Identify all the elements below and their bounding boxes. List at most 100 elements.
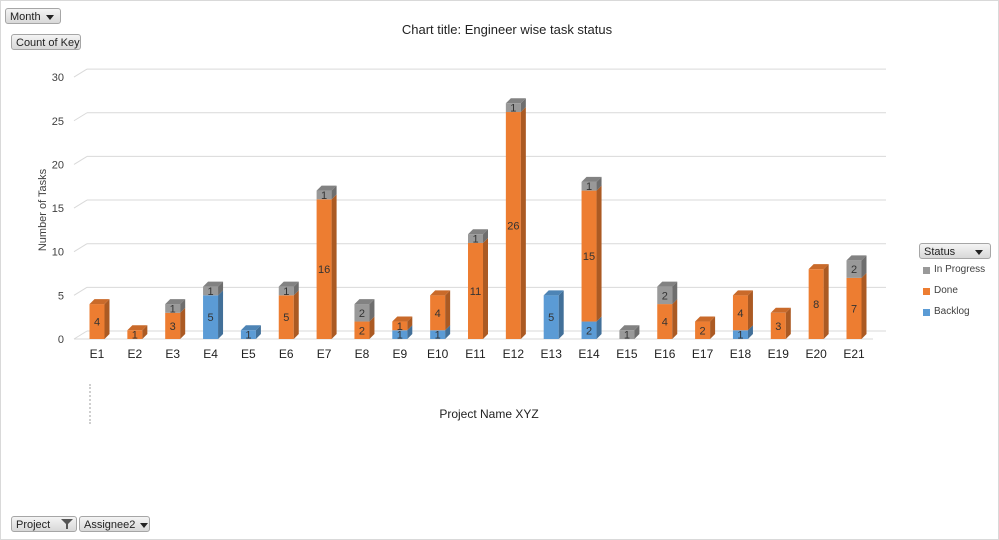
bar-segment	[543, 295, 559, 339]
bar-stack-E20: 8	[808, 264, 829, 339]
bar-stack-E17: 2	[695, 316, 716, 339]
project-filter-button[interactable]: Project	[11, 516, 77, 532]
legend-item-in-progress: In Progress	[919, 264, 991, 285]
bar-side	[180, 307, 186, 339]
y-tick-label: 10	[52, 247, 64, 259]
data-label: 8	[813, 299, 819, 311]
month-filter-button[interactable]: Month	[5, 8, 61, 24]
chart-title: Chart title: Engineer wise task status	[402, 22, 613, 37]
bar-side	[558, 290, 564, 339]
bar-top	[770, 307, 791, 313]
bar-side	[747, 290, 753, 331]
legend-swatch	[923, 288, 930, 295]
bar-segment	[695, 321, 711, 339]
bar-side	[407, 316, 413, 331]
data-label: 1	[435, 330, 441, 342]
legend-swatch	[923, 267, 930, 274]
x-tick-label: E16	[654, 347, 676, 361]
bar-segment	[581, 190, 597, 322]
bar-top	[581, 176, 602, 182]
bar-side	[483, 237, 488, 339]
bar-side	[861, 255, 867, 278]
value-field-button[interactable]: Count of Key	[11, 34, 81, 50]
data-label: 1	[245, 330, 251, 342]
data-label: 1	[283, 286, 289, 298]
x-tick-label: E9	[392, 347, 407, 361]
bar-top	[165, 299, 186, 305]
bar-segment	[316, 190, 332, 200]
bar-stack-E7: 16 1	[316, 185, 337, 339]
y-tick-label: 30	[52, 72, 64, 84]
bar-segment	[354, 304, 370, 322]
y-tick-label: 15	[52, 203, 64, 215]
bar-segment	[581, 181, 597, 191]
bar-top	[657, 281, 678, 287]
data-label: 1	[397, 330, 403, 342]
data-label: 2	[359, 325, 365, 337]
status-legend-button[interactable]: Status	[919, 243, 991, 259]
assignee-filter-button[interactable]: Assignee2	[79, 516, 150, 532]
x-tick-label: E21	[843, 347, 865, 361]
bar-stack-E15: 1	[619, 325, 640, 342]
bar-segment	[430, 330, 446, 339]
data-label: 1	[207, 286, 213, 298]
x-tick-label: E11	[465, 347, 486, 361]
data-label: 11	[470, 286, 481, 298]
gridline-depth	[73, 112, 88, 122]
data-label: 4	[662, 317, 668, 329]
bar-segment	[165, 304, 181, 313]
bar-side	[596, 185, 602, 322]
y-tick-label: 0	[58, 334, 64, 346]
legend-label: Done	[934, 285, 958, 296]
bar-side	[785, 307, 791, 339]
data-label: 2	[851, 264, 857, 276]
bar-segment	[203, 286, 219, 296]
legend-item-backlog: Backlog	[919, 306, 991, 327]
legend: In Progress Done Backlog	[919, 264, 991, 327]
bar-segment	[392, 321, 408, 331]
bar-stack-E11: 111	[468, 229, 488, 339]
bar-side	[861, 272, 867, 339]
data-label: 1	[132, 330, 138, 342]
bar-side	[672, 299, 678, 339]
y-tick-label: 25	[52, 116, 64, 128]
bar-stack-E12: 26 1	[505, 98, 526, 340]
data-label: 1	[170, 303, 176, 315]
bar-side	[596, 176, 602, 191]
bar-top	[543, 290, 564, 296]
x-tick-label: E6	[279, 347, 294, 361]
bar-side	[634, 325, 640, 339]
x-tick-label: E13	[541, 347, 563, 361]
data-label: 15	[583, 251, 595, 263]
gridline-depth	[73, 286, 88, 296]
data-label: 1	[586, 181, 592, 193]
bar-stack-E9: 11	[392, 316, 413, 342]
x-tick-label: E7	[317, 347, 332, 361]
x-tick-label: E17	[692, 347, 714, 361]
bar-top	[808, 264, 829, 270]
bar-stack-E19: 3	[770, 307, 791, 339]
bar-stack-E10: 14	[430, 290, 451, 342]
data-label: 4	[737, 308, 743, 320]
data-label: 3	[775, 321, 781, 333]
data-label: 3	[170, 321, 176, 333]
data-label: 1	[510, 103, 516, 115]
bar-side	[672, 281, 678, 305]
data-label: 1	[624, 330, 630, 342]
data-label: 5	[207, 312, 213, 324]
bar-top	[619, 325, 640, 331]
bar-stack-E8: 22	[354, 299, 375, 339]
x-tick-label: E4	[203, 347, 218, 361]
bar-segment	[278, 295, 294, 339]
bar-top	[430, 290, 451, 296]
x-axis-title: Project Name XYZ	[439, 407, 538, 421]
status-legend-label: Status	[924, 246, 956, 258]
data-label: 1	[397, 321, 403, 333]
data-label: 2	[700, 325, 706, 337]
bar-side	[823, 264, 829, 339]
assignee-filter-label: Assignee2	[84, 519, 136, 531]
bar-segment	[505, 112, 521, 340]
gridline-depth	[73, 330, 88, 340]
x-tick-label: E10	[427, 347, 449, 361]
